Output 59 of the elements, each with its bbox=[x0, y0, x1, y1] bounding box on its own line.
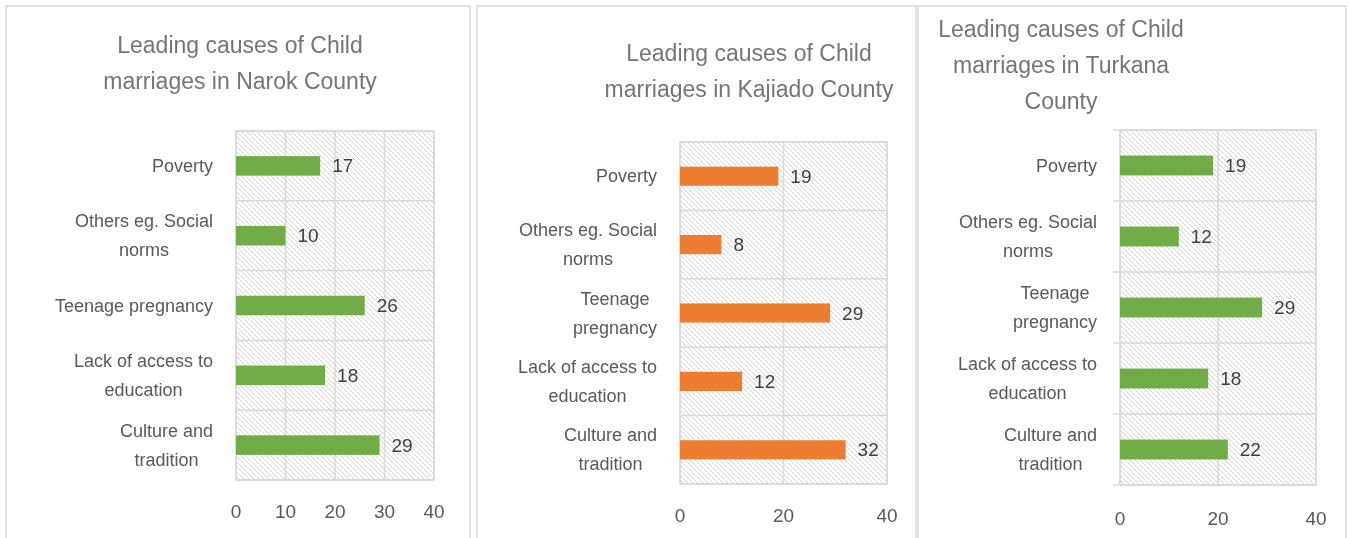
y-tick-label: Poverty bbox=[595, 166, 657, 187]
y-tick-label: Others eg. Social norms bbox=[958, 212, 1098, 261]
chart-title: Leading causes of Child marriages in Turkana County bbox=[938, 16, 1184, 114]
y-tick-label: Others eg. Social norms bbox=[74, 211, 214, 261]
x-tick-label: 10 bbox=[274, 500, 297, 522]
x-tick-label: 40 bbox=[1305, 507, 1327, 529]
y-tick-label: Lack of access to education bbox=[517, 356, 657, 406]
bar bbox=[236, 156, 321, 176]
bar bbox=[680, 166, 779, 186]
bar bbox=[236, 225, 286, 246]
bar bbox=[1120, 368, 1209, 389]
y-tick-label: Culture and tradition bbox=[119, 420, 213, 470]
chart-title: Leading causes of Child marriages in Kajiado County bbox=[604, 40, 894, 102]
y-tick-label: Lack of access to education bbox=[957, 354, 1097, 403]
data-label: 32 bbox=[857, 439, 879, 461]
data-label: 18 bbox=[1220, 368, 1242, 389]
data-label: 29 bbox=[842, 302, 864, 324]
y-tick-label: Teenage pregnancy bbox=[54, 295, 213, 316]
data-label: 8 bbox=[733, 234, 744, 256]
data-label: 22 bbox=[1239, 439, 1261, 460]
bar bbox=[1120, 297, 1263, 318]
chart-title: Leading causes of Child marriages in Narok County bbox=[103, 32, 378, 94]
bar bbox=[680, 235, 722, 255]
bar bbox=[680, 440, 846, 460]
bar bbox=[1120, 226, 1179, 247]
data-label: 17 bbox=[332, 155, 354, 177]
x-tick-label: 0 bbox=[230, 500, 242, 522]
data-label: 10 bbox=[297, 225, 319, 247]
data-label: 29 bbox=[1274, 297, 1296, 318]
y-tick-label: Poverty bbox=[151, 155, 213, 176]
data-label: 26 bbox=[376, 295, 398, 316]
y-tick-label: Culture and tradition bbox=[1003, 425, 1097, 474]
bar bbox=[236, 435, 380, 455]
y-tick-label: Teenage pregnancy bbox=[1012, 283, 1097, 332]
bar bbox=[236, 295, 365, 316]
bar bbox=[1120, 439, 1228, 460]
x-tick-label: 20 bbox=[772, 504, 795, 526]
y-tick-label: Others eg. Social norms bbox=[518, 220, 658, 270]
data-label: 12 bbox=[1190, 226, 1212, 247]
x-tick-label: 0 bbox=[674, 504, 686, 526]
x-tick-label: 40 bbox=[876, 504, 898, 526]
x-tick-label: 20 bbox=[1207, 507, 1229, 529]
bar bbox=[1120, 155, 1214, 176]
data-label: 29 bbox=[391, 434, 413, 456]
data-label: 18 bbox=[337, 364, 359, 386]
y-tick-label: Poverty bbox=[1035, 155, 1097, 176]
bar bbox=[680, 303, 831, 323]
y-tick-label: Culture and tradition bbox=[563, 425, 657, 475]
data-label: 19 bbox=[790, 165, 812, 187]
y-tick-label: Teenage pregnancy bbox=[572, 288, 657, 338]
data-label: 12 bbox=[754, 370, 776, 392]
x-tick-label: 20 bbox=[324, 500, 346, 522]
bar bbox=[236, 365, 326, 386]
x-tick-label: 0 bbox=[1114, 507, 1126, 529]
x-tick-label: 30 bbox=[373, 500, 396, 522]
data-label: 19 bbox=[1225, 155, 1247, 176]
y-tick-label: Lack of access to education bbox=[73, 350, 213, 400]
bar bbox=[680, 371, 743, 391]
x-tick-label: 40 bbox=[423, 500, 445, 522]
